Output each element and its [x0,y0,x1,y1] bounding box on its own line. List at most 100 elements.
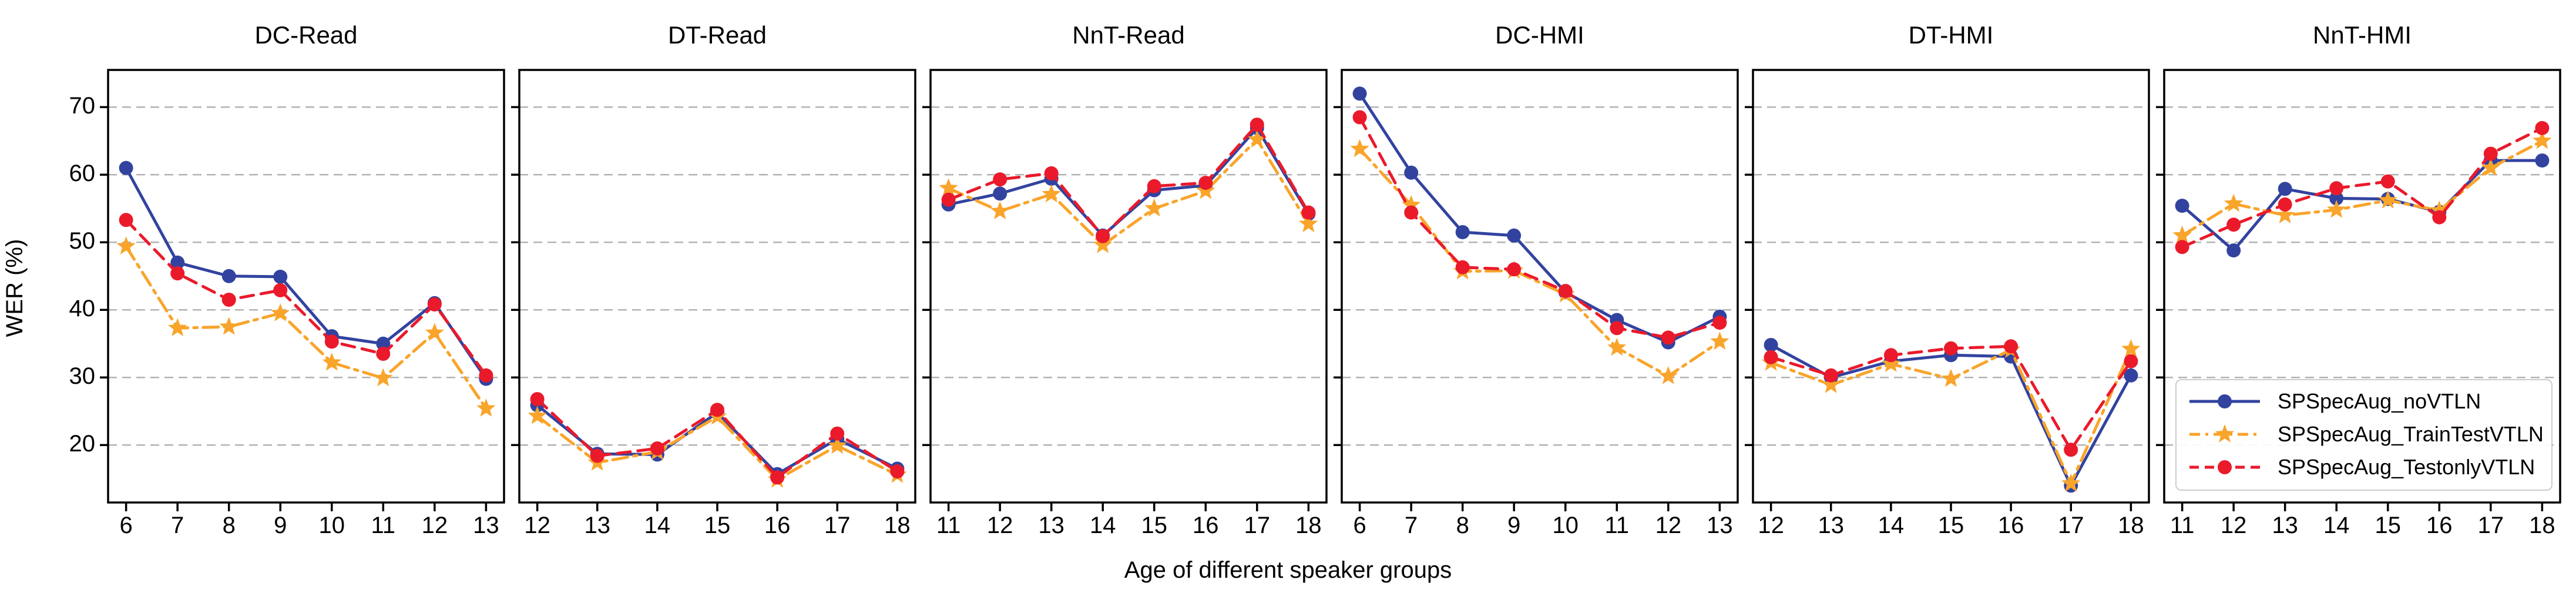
x-tick-label: 15 [704,512,731,538]
marker-circle [1198,176,1213,190]
legend-marker-star [2215,424,2235,443]
marker-star [374,368,393,387]
x-tick-label: 14 [1878,512,1905,538]
series-line-SPSpecAug_TrainTestVTLN [2181,139,2544,237]
marker-circle [2278,182,2292,196]
x-tick-label: 7 [171,512,184,538]
marker-circle [1352,86,1367,101]
x-tick-label: 17 [2477,512,2504,538]
marker-star [219,317,239,335]
marker-circle [2064,443,2078,457]
y-tick-label: 20 [69,431,96,457]
x-tick-label: 14 [1089,512,1116,538]
series-line-SPSpecAug_noVTLN [1769,343,2132,487]
panel-DC-HMI [1334,69,1739,511]
marker-star [990,201,1010,220]
marker-star [1247,129,1267,148]
marker-circle [2124,354,2138,368]
x-tick-label: 18 [1295,512,1322,538]
marker-star [271,303,290,321]
marker-circle [1507,228,1522,243]
panel-title-dt-hmi: DT-HMI [1908,21,1994,49]
x-tick-label: 14 [2323,512,2350,538]
y-tick-label: 70 [69,93,96,119]
marker-star [1299,214,1318,232]
marker-circle [273,283,288,297]
x-tick-label: 8 [222,512,236,538]
marker-star [2121,339,2141,357]
marker-star [476,398,496,417]
x-tick-label: 10 [318,512,345,538]
marker-circle [221,293,236,307]
x-axis-label: Age of different speaker groups [1124,557,1452,583]
marker-circle [2432,210,2447,225]
x-tick-label: 12 [986,512,1013,538]
marker-star [425,323,444,341]
y-tick-label: 60 [69,160,96,187]
x-tick-label: 11 [371,512,396,538]
marker-star [1196,180,1215,199]
x-tick-label: 15 [2375,512,2402,538]
panel-border [2163,69,2561,504]
marker-circle [1558,284,1573,299]
marker-circle [2175,240,2189,254]
marker-circle [1250,118,1264,132]
marker-circle [1096,229,1110,243]
panel-DT-HMI [1745,69,2150,511]
marker-circle [1661,330,1675,345]
x-tick-label: 12 [2220,512,2247,538]
y-tick-label: 50 [69,228,96,254]
marker-circle [2329,191,2344,206]
marker-circle [1404,205,1419,220]
marker-star [168,318,187,337]
marker-star [2430,200,2449,219]
marker-star [2378,190,2397,209]
panel-NnT-Read [922,69,1328,511]
series-line-SPSpecAug_noVTLN [947,126,1310,237]
marker-circle [376,336,391,351]
marker-circle [1301,205,1316,220]
x-tick-label: 15 [1937,512,1964,538]
marker-star [116,236,136,254]
marker-circle [273,269,288,284]
marker-circle [1455,225,1470,239]
marker-circle [2535,120,2550,135]
marker-star [2327,200,2346,218]
marker-circle [2535,153,2550,168]
legend-sample-traintestvtln-icon [2189,424,2260,443]
marker-circle [590,448,604,463]
x-tick-label: 13 [584,512,611,538]
legend-entry-novtln: SPSpecAug_noVTLN [2186,385,2542,418]
panel-border [1752,69,2150,504]
marker-star [528,406,547,424]
marker-star [2275,205,2295,223]
legend-marker-circle [2218,394,2232,408]
marker-circle [2483,146,2498,161]
marker-circle [770,470,785,485]
x-tick-label: 15 [1141,512,1168,538]
marker-circle [376,347,391,361]
marker-circle [479,368,493,383]
marker-star [2533,130,2552,149]
marker-circle [119,213,133,227]
x-tick-label: 12 [1655,512,1682,538]
marker-circle [427,297,442,311]
x-tick-label: 16 [1997,512,2024,538]
marker-star [2061,473,2081,492]
marker-star [322,353,341,371]
marker-circle [650,441,664,455]
marker-circle [170,255,185,270]
marker-circle [830,426,845,441]
series-line-SPSpecAug_TrainTestVTLN [1358,148,1721,378]
marker-circle [1712,316,1727,330]
series-line-SPSpecAug_noVTLN [2181,159,2544,252]
x-tick-label: 13 [1707,512,1733,538]
marker-star [828,435,847,454]
marker-star [1042,184,1061,203]
legend-label: SPSpecAug_TestonlyVTLN [2278,455,2535,479]
marker-circle [1764,350,1778,364]
panel-title-nnt-hmi: NnT-HMI [2313,21,2412,49]
marker-star [1093,234,1113,253]
marker-star [2224,193,2243,212]
x-tick-label: 9 [274,512,287,538]
